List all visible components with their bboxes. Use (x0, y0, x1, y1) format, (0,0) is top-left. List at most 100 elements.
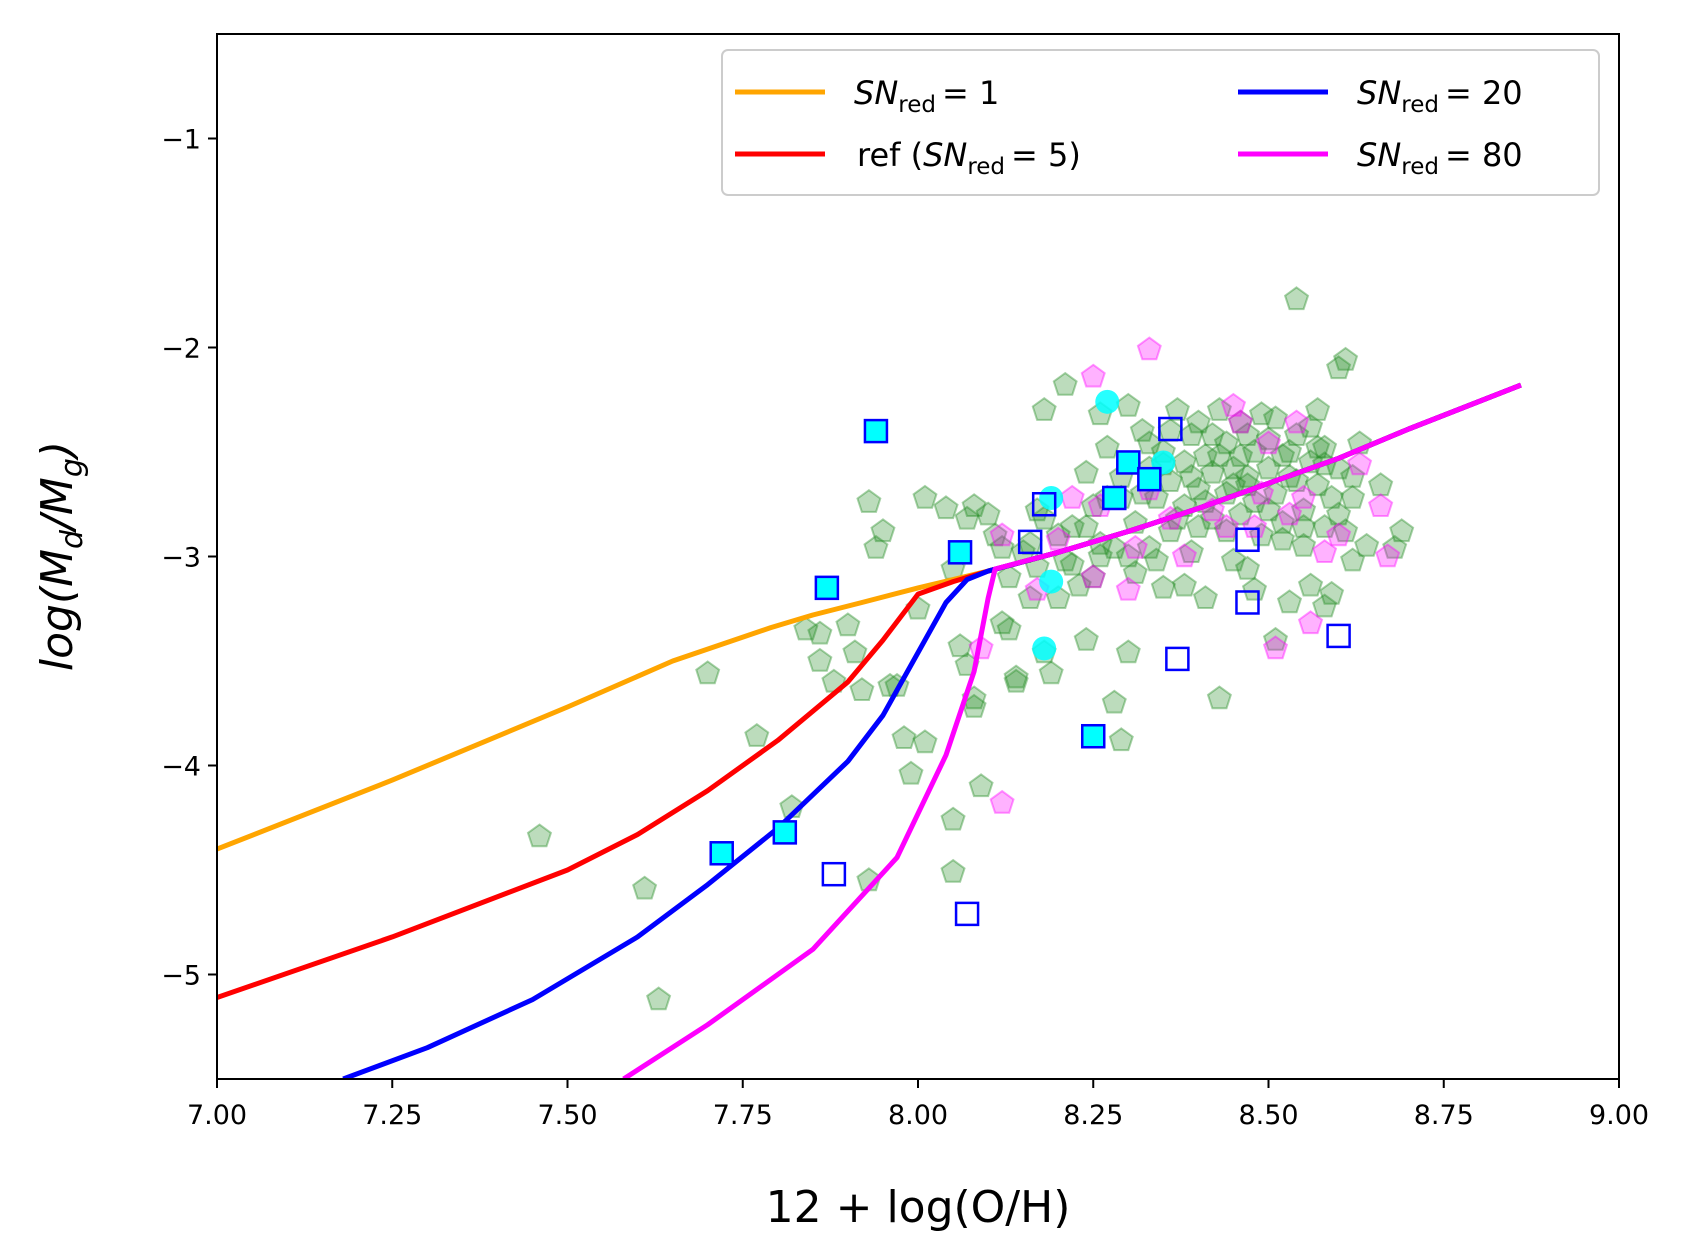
scatter-point-green (898, 760, 924, 785)
scatter-point-green (1241, 488, 1268, 513)
scatter-point-green (1206, 685, 1232, 710)
scatter-point-green (1241, 438, 1268, 463)
scatter-point-green (947, 633, 973, 658)
scatter-point-green (1283, 286, 1310, 311)
scatter-point-green (1262, 626, 1289, 651)
scatter-point-green (1326, 355, 1352, 380)
scatter-point-green (1227, 442, 1254, 467)
svg-text:log(Md/Mg): log(Md/Mg) (32, 441, 90, 671)
scatter-point-green (1143, 484, 1169, 509)
scatter-point-green (646, 986, 672, 1011)
scatter-point-magenta (1375, 543, 1401, 568)
scatter-point-green (989, 534, 1015, 559)
scatter-square-open (1017, 529, 1043, 555)
scatter-point-green (940, 858, 966, 883)
scatter-point-green (1319, 484, 1345, 509)
x-tick-label: 7.50 (537, 1100, 597, 1131)
scatter-point-green (1066, 572, 1092, 597)
x-tick-label: 8.25 (1063, 1100, 1123, 1131)
scatter-point-green (1178, 463, 1204, 488)
scatter-point-green (807, 620, 833, 645)
scatter-point-green (1234, 463, 1261, 488)
scatter-point-green (1031, 396, 1057, 421)
scatter-square-open (1158, 416, 1183, 442)
scatter-point-green (940, 806, 966, 831)
scatter-point-magenta (1255, 430, 1282, 455)
scatter-point-green (1305, 472, 1331, 497)
scatter-point-green (695, 660, 721, 685)
legend-label-ref: ref (SNred = 5) (857, 136, 1081, 180)
scatter-point-green (1326, 501, 1352, 526)
scatter-point-green (1101, 689, 1127, 714)
scatter-point-green (1129, 417, 1155, 442)
scatter-point-green (1206, 396, 1232, 421)
scatter-point-green (856, 488, 882, 513)
y-tick-label: −1 (161, 125, 201, 156)
y-axis-title: log(Md/Mg) (32, 441, 90, 671)
scatter-point-green (1269, 442, 1296, 467)
scatter-point-green (1157, 518, 1183, 543)
plot-area (217, 286, 1522, 1079)
scatter-point-green (1368, 472, 1394, 497)
scatter-point-green (996, 616, 1022, 641)
scatter-point-green (1059, 551, 1085, 576)
scatter-point-green (849, 677, 875, 701)
scatter-point-green (1185, 476, 1211, 501)
scatter-point-magenta (1347, 451, 1373, 476)
legend-label-sn1: SNred = 1 (854, 74, 999, 118)
scatter-point-green (954, 505, 980, 530)
scatter-point-green (968, 773, 994, 798)
scatter-point-green (1073, 513, 1099, 538)
scatter-point-green (1389, 518, 1415, 543)
scatter-square-open (1031, 492, 1057, 517)
scatter-point-green (1101, 534, 1127, 559)
scatter-square-filled (1137, 466, 1162, 492)
scatter-square-open (1326, 623, 1351, 649)
scatter-point-green (1354, 532, 1380, 557)
scatter-point-green (1269, 526, 1296, 551)
scatter-point-green (835, 612, 861, 637)
scatter-point-magenta (1220, 392, 1247, 417)
scatter-point-green (1340, 463, 1366, 488)
scatter-point-magenta (1262, 635, 1289, 660)
y-axis-title-prefix: log(M (32, 549, 83, 671)
scatter-point-green (1178, 539, 1204, 563)
scatter-square-open (954, 901, 980, 927)
scatter-point-cyan (1039, 569, 1064, 594)
scatter-point-green (1276, 589, 1303, 614)
y-tick-label: −4 (161, 752, 201, 783)
scatter-point-green (1312, 593, 1338, 618)
x-tick-label: 7.75 (713, 1100, 773, 1131)
y-tick-label: −2 (161, 334, 201, 365)
scatter-point-green (1220, 455, 1247, 480)
scatter-point-cyan (1032, 636, 1057, 661)
scatter-point-green (1143, 547, 1169, 572)
scatter-point-green (1003, 668, 1029, 693)
x-tick-label: 9.00 (1589, 1100, 1649, 1131)
legend-frame (721, 49, 1600, 196)
scatter-point-green (807, 647, 833, 672)
scatter-point-magenta (1290, 484, 1317, 509)
scatter-point-green (1213, 430, 1240, 455)
y-tick-label: −5 (161, 961, 201, 992)
scatter-point-green (1017, 585, 1043, 609)
scatter-point-green (1185, 513, 1211, 538)
scatter-point-green (1269, 509, 1296, 534)
scatter-square-filled (709, 841, 734, 866)
scatter-point-green (1192, 585, 1218, 609)
scatter-square-filled (947, 540, 973, 565)
scatter-point-green (1045, 522, 1071, 547)
scatter-point-green (996, 564, 1022, 589)
scatter-point-green (1073, 459, 1099, 484)
scatter-point-green (632, 875, 658, 900)
scatter-point-green (1031, 505, 1057, 530)
scatter-point-magenta (1115, 576, 1141, 601)
scatter-point-green (1333, 518, 1359, 543)
scatter-point-magenta (1368, 493, 1394, 517)
y-axis-title-sub-g: g (55, 458, 90, 477)
scatter-point-magenta (1283, 409, 1310, 434)
scatter-point-green (1150, 574, 1176, 599)
scatter-point-green (1038, 660, 1064, 685)
x-tick-label: 8.50 (1238, 1100, 1298, 1131)
